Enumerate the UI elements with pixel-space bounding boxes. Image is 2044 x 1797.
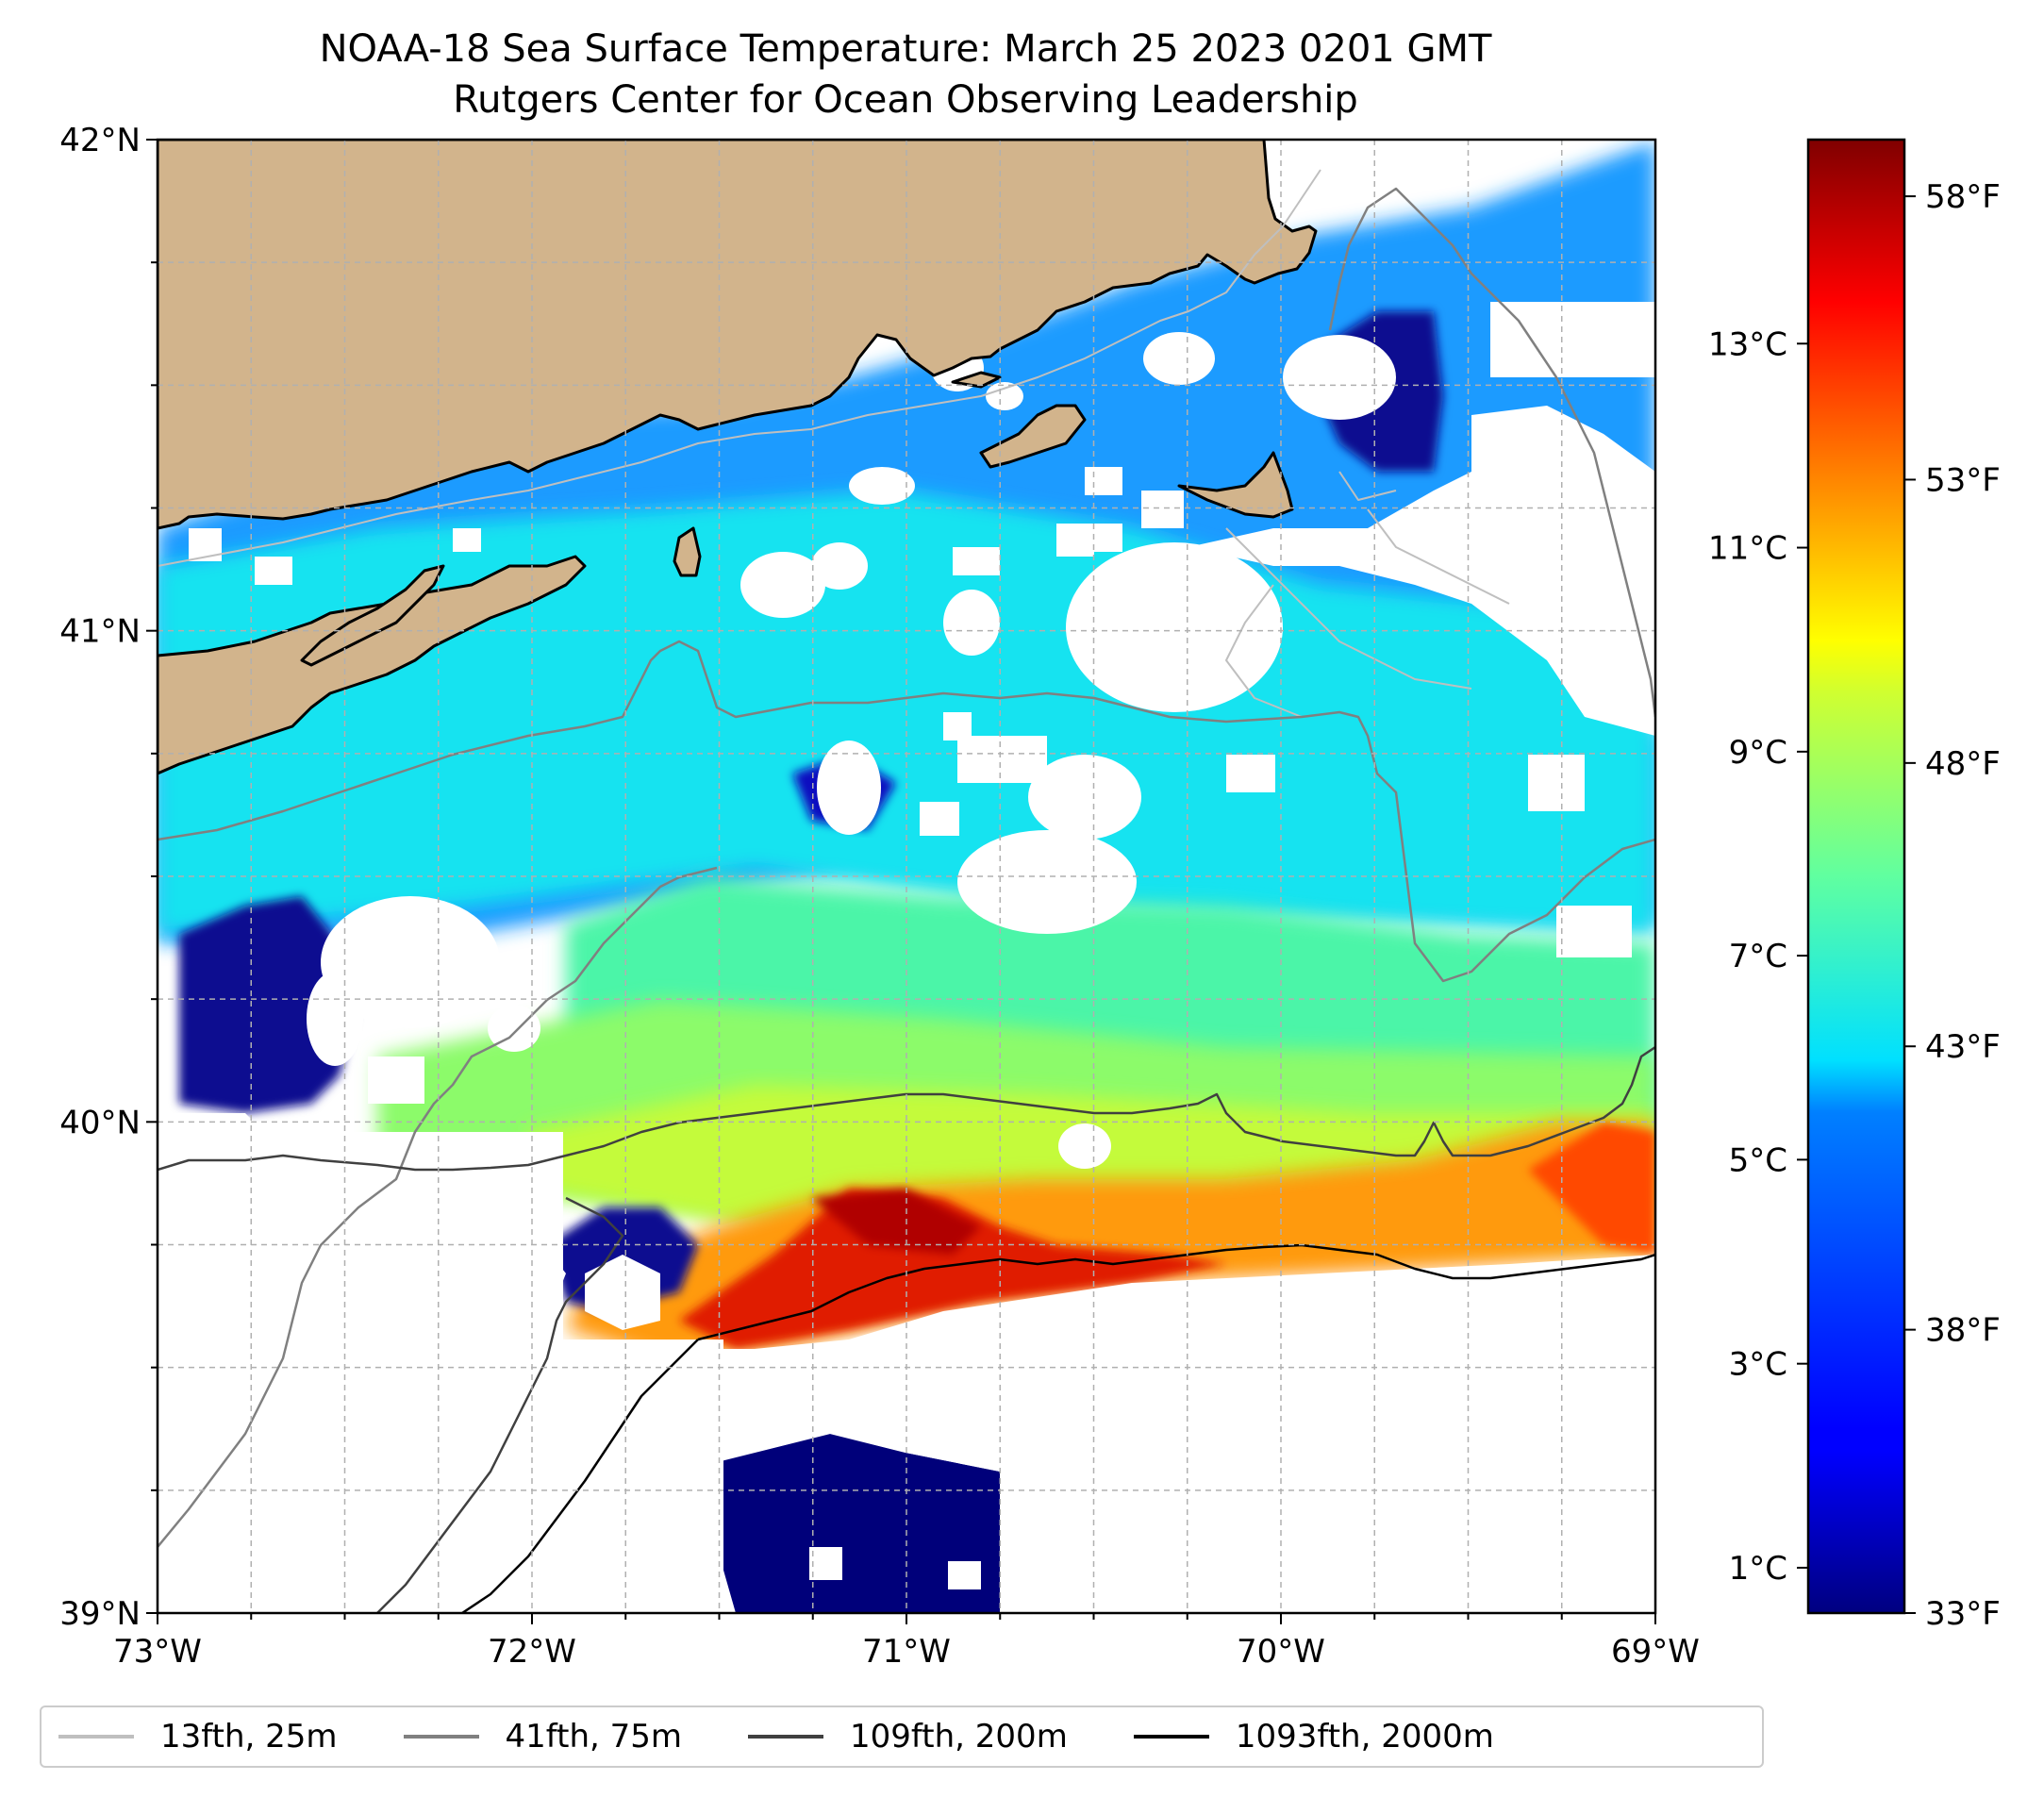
colorbar-c-label: 7°C: [1729, 938, 1787, 975]
lon-tick-label: 73°W: [113, 1633, 202, 1671]
lon-tick-label: 72°W: [488, 1633, 576, 1671]
bathymetry-contours: [158, 169, 1655, 1613]
land-north-fork: [300, 564, 445, 667]
lon-tick-label: 69°W: [1611, 1633, 1700, 1671]
colorbar-c-label: 11°C: [1708, 530, 1787, 568]
contour-legend: 13fth, 25m 41fth, 75m 109fth, 200m 1093f…: [40, 1705, 1764, 1768]
contour-25m-shoals: [1225, 471, 1510, 718]
colorbar-c-label: 5°C: [1729, 1141, 1787, 1179]
contour-25m: [158, 169, 1321, 567]
colorbar-f-label: 33°F: [1925, 1595, 2001, 1633]
legend-swatch-25m: [58, 1735, 134, 1739]
land-block-island: [673, 526, 702, 577]
lon-tick-label: 70°W: [1237, 1633, 1325, 1671]
contour-2000m: [461, 1243, 1655, 1613]
colorbar-f-label: 53°F: [1925, 461, 2001, 499]
legend-swatch-200m: [748, 1735, 824, 1739]
legend-label-200m: 109fth, 200m: [850, 1718, 1068, 1755]
colorbar-f-label: 48°F: [1925, 745, 2001, 783]
land-mainland: [158, 140, 1318, 530]
contour-75m: [158, 187, 1655, 1548]
map-axes: 73°W 72°W 71°W 70°W 69°W 42°N 41°N 40°N 39°N: [59, 122, 1700, 1671]
colorbar-ticks: 58°F 53°F 48°F 43°F 38°F 33°F 13°C 11°C 9°C 7°C 5°…: [1708, 178, 2001, 1633]
colorbar-f-label: 38°F: [1925, 1312, 2001, 1350]
land-nantucket: [1177, 451, 1294, 519]
lat-tick-label: 41°N: [59, 613, 141, 651]
legend-item-2000m: 1093fth, 2000m: [1133, 1718, 1494, 1755]
map-area: [158, 140, 1655, 1613]
no-data-masks: [158, 302, 1655, 1613]
lat-tick-label: 39°N: [59, 1595, 141, 1633]
sst-warm-east: [1528, 1123, 1655, 1255]
land: [158, 140, 1318, 775]
legend-swatch-75m: [403, 1735, 479, 1739]
colorbar-c-label: 3°C: [1729, 1346, 1787, 1384]
colorbar-c-label: 9°C: [1729, 734, 1787, 772]
sst-cold-west: [179, 896, 358, 1113]
map-gridlines: [158, 140, 1655, 1613]
legend-item-200m: 109fth, 200m: [748, 1718, 1068, 1755]
sst-cold-south-1: [717, 1434, 1000, 1613]
lat-tick-label: 40°N: [59, 1104, 141, 1141]
lat-tick-label: 42°N: [59, 122, 141, 159]
colorbar-c-label: 1°C: [1729, 1550, 1787, 1588]
lon-tick-label: 71°W: [862, 1633, 951, 1671]
legend-label-2000m: 1093fth, 2000m: [1235, 1718, 1494, 1755]
colorbar-c-label: 13°C: [1708, 325, 1787, 363]
legend-item-25m: 13fth, 25m: [58, 1718, 338, 1755]
land-marthas-vineyard: [979, 404, 1087, 469]
colorbar-f-label: 58°F: [1925, 178, 2001, 216]
map-subtitle: Rutgers Center for Ocean Observing Leade…: [453, 78, 1358, 122]
land-long-island: [158, 555, 587, 775]
legend-label-75m: 41fth, 75m: [505, 1718, 683, 1755]
map-title: NOAA-18 Sea Surface Temperature: March 2…: [319, 27, 1492, 71]
sst-warm-darkred: [811, 1189, 981, 1255]
colorbar: 58°F 53°F 48°F 43°F 38°F 33°F 13°C 11°C 9°C 7°C 5°…: [1708, 138, 2001, 1633]
colorbar-gradient: [1806, 138, 1906, 1615]
colorbar-f-label: 43°F: [1925, 1028, 2001, 1066]
legend-swatch-2000m: [1133, 1735, 1209, 1739]
legend-item-75m: 41fth, 75m: [403, 1718, 683, 1755]
legend-label-25m: 13fth, 25m: [160, 1718, 338, 1755]
